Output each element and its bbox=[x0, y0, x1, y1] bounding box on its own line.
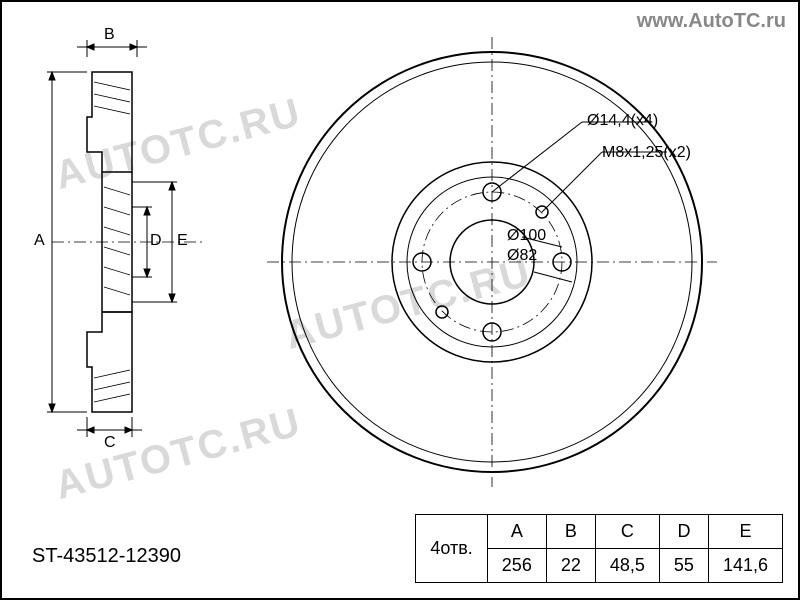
col-d: D bbox=[659, 515, 708, 549]
col-a: A bbox=[487, 515, 546, 549]
annot-bolt-holes: Ø14,4(x4) bbox=[587, 112, 658, 130]
annot-pcd: Ø100 bbox=[507, 227, 546, 245]
annot-thread-holes: M8x1,25(x2) bbox=[602, 144, 691, 162]
source-url: www.AutoTC.ru bbox=[637, 10, 786, 33]
val-d: 55 bbox=[659, 549, 708, 583]
val-a: 256 bbox=[487, 549, 546, 583]
val-c: 48,5 bbox=[595, 549, 659, 583]
val-e: 141,6 bbox=[708, 549, 782, 583]
dim-a: A bbox=[34, 232, 45, 250]
dim-d: D bbox=[150, 232, 162, 250]
col-b: B bbox=[546, 515, 595, 549]
side-cross-section: B A C D E bbox=[32, 32, 212, 452]
part-number: ST-43512-12390 bbox=[32, 545, 181, 568]
drawing-frame: AUTOTC.RU AUTOTC.RU AUTOTC.RU www.AutoTC… bbox=[0, 0, 800, 600]
holes-count: 4отв. bbox=[416, 515, 487, 583]
col-c: C bbox=[595, 515, 659, 549]
dim-b: B bbox=[104, 26, 115, 44]
dimension-table: 4отв. A B C D E 256 22 48,5 55 141,6 bbox=[415, 514, 783, 583]
annot-hub-bore: Ø82 bbox=[507, 247, 537, 265]
front-face-view: Ø14,4(x4) M8x1,25(x2) Ø100 Ø82 bbox=[252, 32, 732, 492]
col-e: E bbox=[708, 515, 782, 549]
val-b: 22 bbox=[546, 549, 595, 583]
dim-c: C bbox=[104, 434, 116, 452]
dim-e: E bbox=[177, 232, 188, 250]
